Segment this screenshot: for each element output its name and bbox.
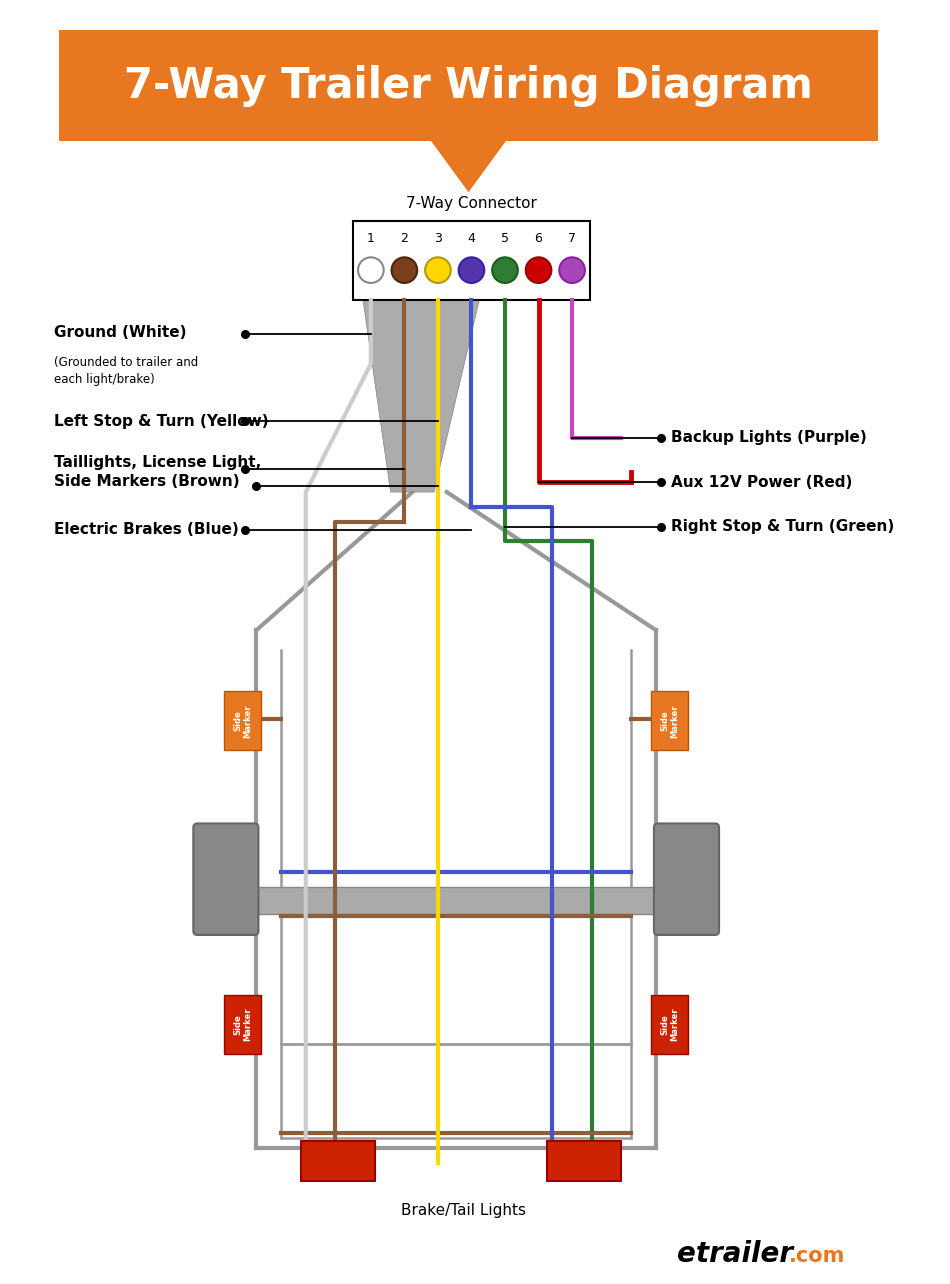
Text: Right Stop & Turn (Green): Right Stop & Turn (Green) [671,519,894,534]
Text: 7-Way Trailer Wiring Diagram: 7-Way Trailer Wiring Diagram [124,64,813,107]
Circle shape [560,257,585,282]
FancyBboxPatch shape [224,995,261,1054]
Text: Side
Marker: Side Marker [233,704,253,737]
Text: Left Stop & Turn (Yellow): Left Stop & Turn (Yellow) [54,413,269,429]
Text: 5: 5 [501,232,509,245]
Text: Brake/Tail Lights: Brake/Tail Lights [401,1203,526,1217]
FancyBboxPatch shape [651,691,689,750]
Text: Side
Marker: Side Marker [233,1008,253,1041]
Text: 6: 6 [535,232,542,245]
Text: .com: .com [789,1245,846,1266]
Circle shape [425,257,450,282]
Circle shape [492,257,518,282]
Text: Side
Marker: Side Marker [660,704,679,737]
Text: 2: 2 [401,232,408,245]
Text: etrailer: etrailer [676,1239,792,1267]
FancyBboxPatch shape [353,221,590,299]
FancyBboxPatch shape [224,691,261,750]
FancyBboxPatch shape [193,823,258,935]
Text: Side
Marker: Side Marker [660,1008,679,1041]
Polygon shape [431,141,506,193]
FancyBboxPatch shape [654,823,719,935]
Circle shape [459,257,484,282]
FancyBboxPatch shape [256,887,656,914]
Text: 7: 7 [568,232,576,245]
Text: Backup Lights (Purple): Backup Lights (Purple) [671,430,866,446]
Text: Aux 12V Power (Red): Aux 12V Power (Red) [671,475,852,489]
Text: 4: 4 [467,232,475,245]
Text: Ground (White): Ground (White) [54,325,187,340]
Circle shape [525,257,551,282]
Text: 1: 1 [367,232,375,245]
FancyBboxPatch shape [301,1141,375,1180]
Circle shape [358,257,384,282]
Text: Electric Brakes (Blue): Electric Brakes (Blue) [54,523,239,537]
Polygon shape [363,299,480,492]
FancyBboxPatch shape [59,31,878,141]
FancyBboxPatch shape [547,1141,621,1180]
FancyBboxPatch shape [651,995,689,1054]
Text: 3: 3 [434,232,442,245]
Circle shape [391,257,417,282]
Text: 7-Way Connector: 7-Way Connector [406,196,537,211]
Text: (Grounded to trailer and
each light/brake): (Grounded to trailer and each light/brak… [54,356,199,386]
Text: Taillights, License Light,
Side Markers (Brown): Taillights, License Light, Side Markers … [54,456,261,489]
